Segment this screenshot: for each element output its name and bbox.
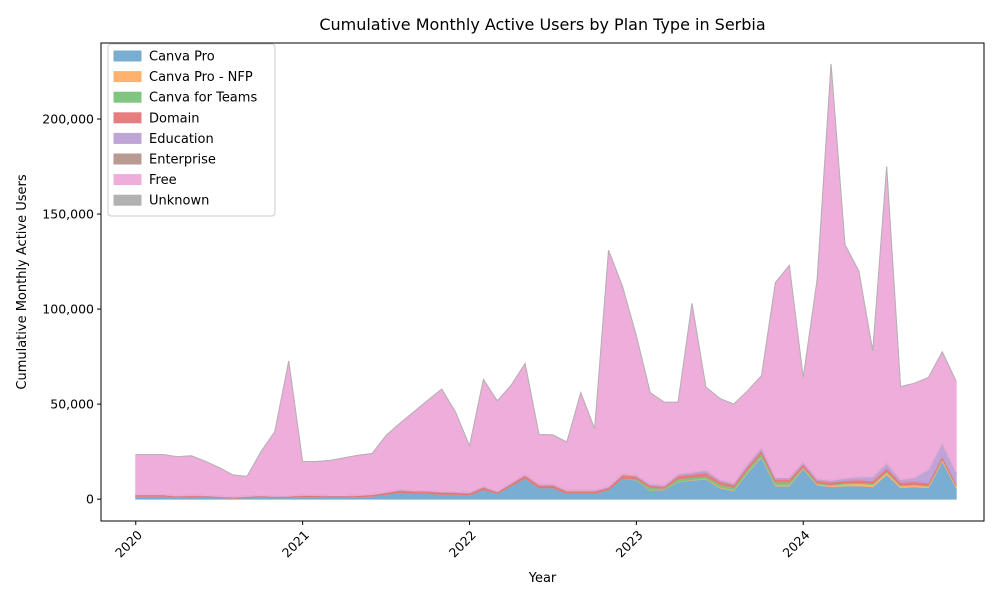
y-tick-label: 200,000 — [42, 112, 94, 127]
plot-frame — [100, 42, 985, 522]
y-tick-label: 100,000 — [42, 302, 94, 317]
legend-label: Domain — [149, 111, 199, 126]
x-axis-label: Year — [528, 571, 557, 586]
legend-swatch — [113, 91, 142, 103]
legend-label: Unknown — [149, 194, 209, 209]
y-axis: 0 50,000 100,000 150,000 200,000 — [42, 112, 101, 507]
legend-label: Canva Pro — [149, 50, 215, 65]
y-axis-label: Cumulative Monthly Active Users — [15, 174, 30, 389]
chart-title: Cumulative Monthly Active Users by Plan … — [319, 15, 765, 34]
legend-box — [107, 43, 276, 217]
y-tick-label: 150,000 — [42, 207, 94, 222]
stacked-areas — [135, 63, 957, 500]
legend-label: Canva Pro - NFP — [149, 70, 253, 85]
legend-swatch — [113, 132, 142, 144]
legend-swatch — [113, 112, 142, 124]
legend-swatch — [113, 50, 142, 62]
legend-label: Free — [149, 173, 177, 188]
y-tick-label: 0 — [86, 492, 94, 507]
legend-swatch — [113, 174, 142, 186]
legend-swatch — [113, 71, 142, 83]
legend-swatch — [113, 153, 142, 165]
y-tick-label: 50,000 — [50, 397, 94, 412]
legend: Canva Pro Canva Pro - NFP Canva for Teams D… — [107, 43, 276, 217]
legend-label: Canva for Teams — [149, 91, 257, 106]
legend-label: Enterprise — [149, 153, 216, 168]
legend-swatch — [113, 194, 142, 206]
legend-label: Education — [149, 132, 214, 147]
area-unknown — [135, 63, 957, 477]
